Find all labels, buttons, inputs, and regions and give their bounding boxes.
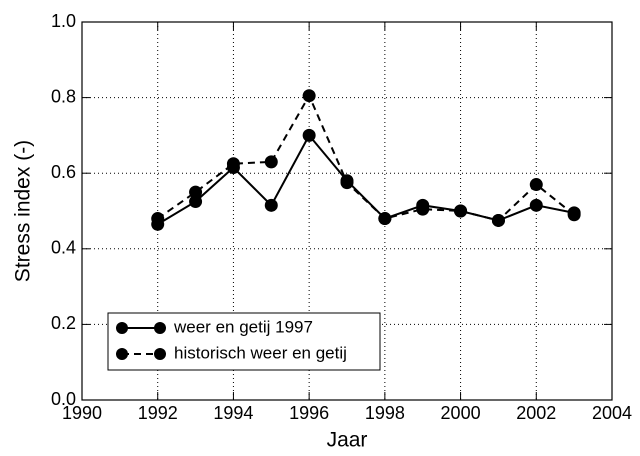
- x-tick-label: 1998: [365, 403, 405, 423]
- data-point: [567, 208, 581, 222]
- data-point: [264, 198, 278, 212]
- x-axis-label: Jaar: [327, 429, 368, 452]
- data-point: [264, 155, 278, 169]
- data-point: [302, 128, 316, 142]
- data-point: [378, 212, 392, 226]
- legend-marker: [116, 322, 128, 334]
- data-point: [416, 202, 430, 216]
- data-point: [529, 198, 543, 212]
- legend-marker: [154, 322, 166, 334]
- y-axis-label: Stress index (-): [12, 140, 35, 282]
- x-tick-label: 2004: [592, 403, 632, 423]
- legend-marker: [154, 348, 166, 360]
- x-tick-label: 2000: [441, 403, 481, 423]
- legend: weer en getij 1997 historisch weer en get…: [107, 312, 381, 371]
- data-point: [151, 212, 165, 226]
- legend-label: weer en getij 1997: [173, 317, 313, 336]
- data-point: [226, 157, 240, 171]
- data-point: [302, 89, 316, 103]
- x-tick-label: 1996: [289, 403, 329, 423]
- data-point: [189, 185, 203, 199]
- legend-box: [107, 312, 381, 371]
- y-tick-label: 0.8: [51, 86, 76, 106]
- y-tick-label: 0.4: [51, 238, 76, 258]
- data-point: [454, 204, 468, 218]
- x-tick-label: 1992: [138, 403, 178, 423]
- x-tick-label: 2002: [516, 403, 556, 423]
- data-point: [529, 178, 543, 192]
- legend-label: historisch weer en getij: [174, 343, 347, 362]
- y-tick-label: 1.0: [51, 11, 76, 31]
- data-point: [189, 195, 203, 209]
- x-tick-label: 1994: [213, 403, 253, 423]
- legend-marker: [116, 348, 128, 360]
- y-tick-label: 0.0: [51, 389, 76, 409]
- data-point: [340, 176, 354, 190]
- series-line: [157, 133, 575, 226]
- x-tick-label: 1990: [62, 403, 102, 423]
- y-tick-label: 0.2: [51, 313, 76, 333]
- series-line: [157, 93, 575, 222]
- data-point: [491, 213, 505, 227]
- y-tick-label: 0.6: [51, 162, 76, 182]
- plot-frame: [81, 21, 613, 401]
